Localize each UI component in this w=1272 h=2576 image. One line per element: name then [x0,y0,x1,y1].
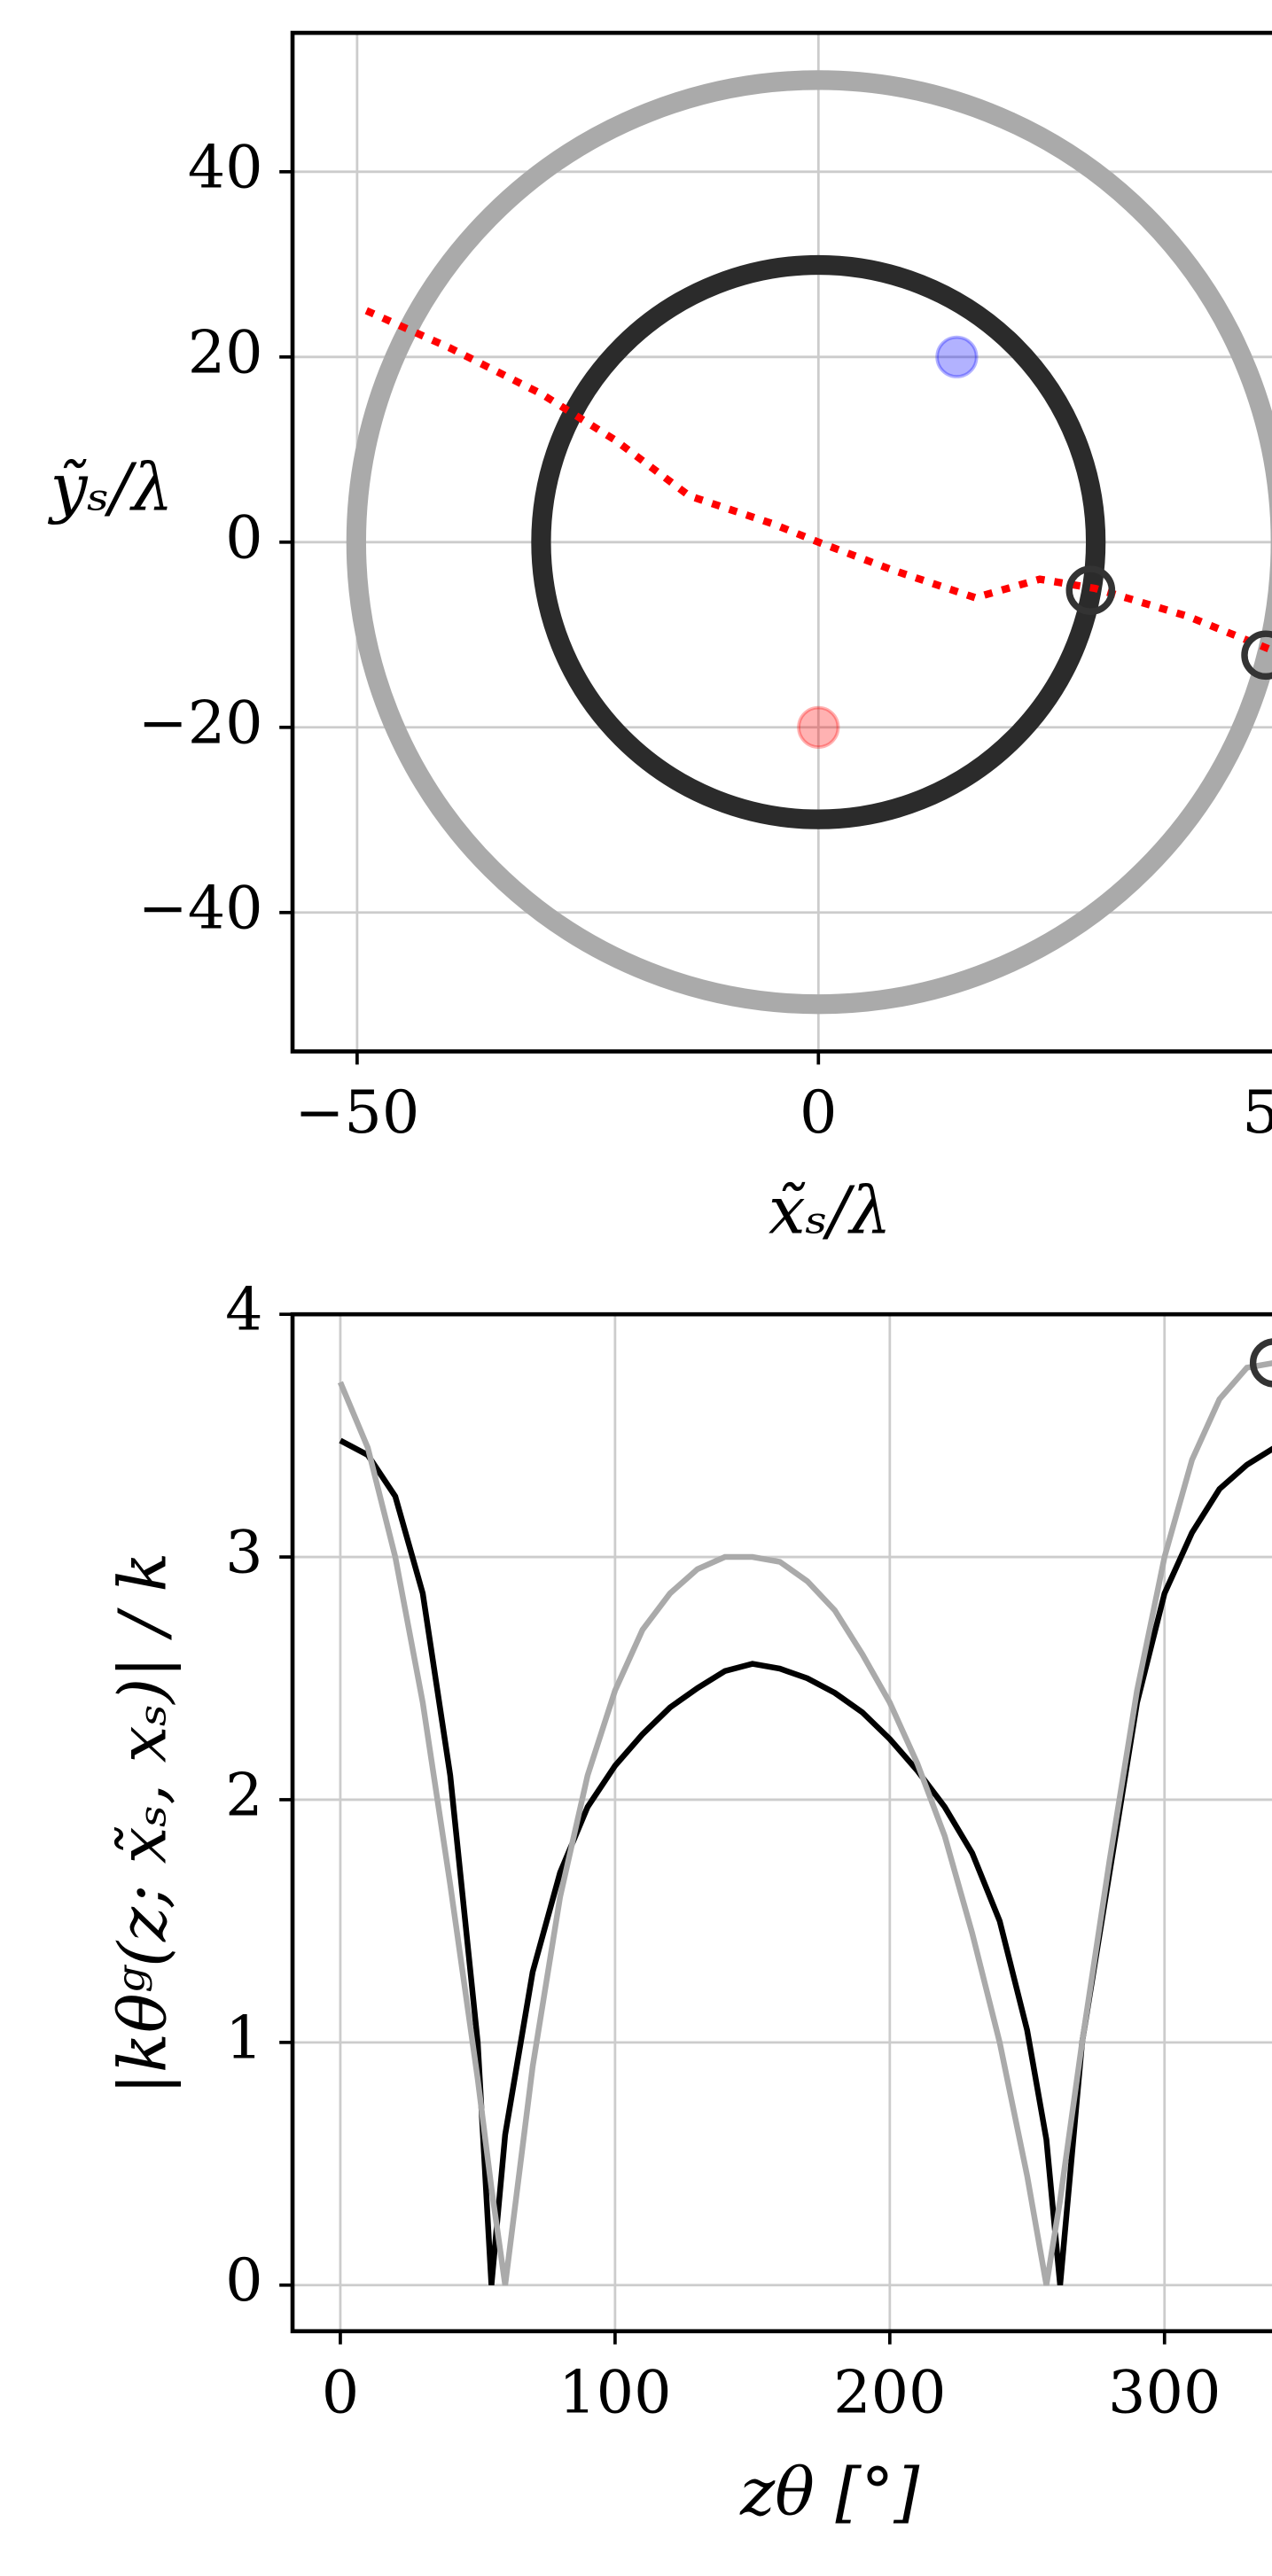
x-tick-label: 0 [322,2357,359,2426]
y-tick-label: 20 [188,317,263,386]
x-tick-label: −50 [294,1078,419,1147]
y-axis-label: ỹₛ/λ [48,450,174,526]
y-tick-label: 0 [225,502,262,572]
marker-ring [1065,565,1116,615]
y-tick-label: 40 [188,132,263,201]
x-tick-label: 0 [800,1078,837,1147]
line-series [337,1360,1272,2286]
x-tick-label: 200 [833,2357,946,2426]
axes-frame [290,30,1272,1054]
point [797,705,840,749]
plot-area [293,1314,1272,2331]
axes-frame [290,1311,1272,2334]
x-tick-label: 300 [1108,2357,1221,2426]
line-series [339,1437,1272,2286]
y-tick-label: 0 [225,2245,262,2315]
circle-outline [346,70,1272,1015]
x-axis-label: zθ [°] [739,2454,919,2530]
x-tick-label: 100 [558,2357,671,2426]
point [935,335,979,378]
y-tick-label: 2 [225,1760,262,1829]
circle-outline [531,254,1106,829]
y-axis-label: |kθᵍ(z; x̃ₛ, xₛ)| / k [105,1553,181,2095]
marker-ring [1241,630,1272,681]
y-tick-label: 3 [225,1518,262,1587]
dotted-path [364,307,1272,655]
y-tick-label: −20 [138,688,263,757]
y-tick-label: −40 [138,873,263,942]
x-axis-label: x̃ₛ/λ [769,1172,892,1249]
marker-ring [1249,1338,1272,1388]
x-tick-label: 50 [1242,1078,1272,1147]
y-tick-label: 4 [225,1275,262,1344]
plot-area [293,33,1272,1052]
y-tick-label: 1 [225,2003,262,2072]
